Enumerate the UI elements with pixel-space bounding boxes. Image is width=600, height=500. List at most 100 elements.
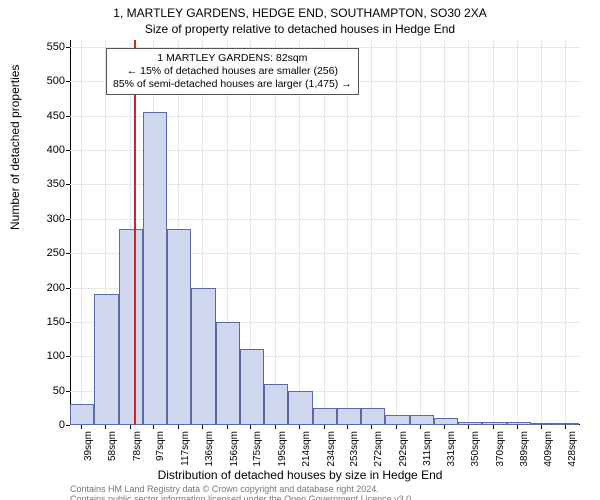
annotation-box: 1 MARTLEY GARDENS: 82sqm ← 15% of detach… [106,48,359,95]
gridline-v [468,40,469,425]
x-tick-mark [153,425,154,429]
histogram-bar [482,422,506,425]
x-tick-mark [275,425,276,429]
annotation-line1: 1 MARTLEY GARDENS: 82sqm [113,52,352,65]
y-tick-mark [66,253,70,254]
y-tick-mark [66,219,70,220]
gridline-v [493,40,494,425]
x-tick-mark [105,425,106,429]
x-tick-mark [202,425,203,429]
histogram-bar [264,384,288,425]
histogram-bar [531,423,555,425]
chart-title-line2: Size of property relative to detached ho… [0,22,600,36]
gridline-v [299,40,300,425]
gridline-v [371,40,372,425]
histogram-bar [288,391,312,425]
x-tick-label: 136sqm [204,431,215,471]
y-tick-mark [66,47,70,48]
y-tick-label: 0 [25,419,65,431]
x-tick-mark [227,425,228,429]
gridline-v [420,40,421,425]
y-axis-label: Number of detached properties [8,65,22,230]
y-tick-mark [66,150,70,151]
chart-title-line1: 1, MARTLEY GARDENS, HEDGE END, SOUTHAMPT… [0,6,600,20]
x-tick-label: 370sqm [495,431,506,471]
x-tick-mark [371,425,372,429]
x-tick-label: 253sqm [349,431,360,471]
gridline-v [275,40,276,425]
x-tick-mark [468,425,469,429]
y-tick-mark [66,391,70,392]
histogram-bar [143,112,167,425]
x-tick-mark [565,425,566,429]
x-tick-mark [444,425,445,429]
histogram-bar [507,422,531,425]
credit-line1: Contains HM Land Registry data © Crown c… [70,484,379,494]
x-tick-label: 389sqm [519,431,530,471]
y-tick-mark [66,288,70,289]
x-tick-label: 214sqm [301,431,312,471]
histogram-bar [94,294,118,425]
y-tick-label: 450 [25,110,65,122]
credit-line2: Contains public sector information licen… [70,494,414,500]
histogram-bar [385,415,409,425]
x-tick-label: 97sqm [155,431,166,471]
histogram-bar [410,415,434,425]
y-tick-label: 350 [25,178,65,190]
y-tick-label: 150 [25,316,65,328]
y-tick-mark [66,81,70,82]
y-tick-label: 300 [25,213,65,225]
x-tick-label: 195sqm [277,431,288,471]
y-tick-mark [66,116,70,117]
x-tick-mark [178,425,179,429]
y-tick-label: 550 [25,41,65,53]
y-tick-mark [66,184,70,185]
gridline-v [541,40,542,425]
x-tick-label: 311sqm [422,431,433,471]
x-tick-mark [250,425,251,429]
x-tick-label: 428sqm [567,431,578,471]
x-tick-label: 331sqm [446,431,457,471]
gridline-v [444,40,445,425]
annotation-line3: 85% of semi-detached houses are larger (… [113,78,352,91]
y-tick-label: 400 [25,144,65,156]
x-tick-mark [347,425,348,429]
x-tick-label: 175sqm [252,431,263,471]
y-tick-label: 250 [25,247,65,259]
gridline-v [81,40,82,425]
histogram-bar [555,423,579,425]
histogram-bar [337,408,361,425]
histogram-bar [434,418,458,425]
reference-line [134,40,136,425]
histogram-bar [240,349,264,425]
x-tick-label: 58sqm [107,431,118,471]
gridline-v [517,40,518,425]
y-tick-mark [66,356,70,357]
x-tick-label: 156sqm [229,431,240,471]
histogram-bar [313,408,337,425]
y-axis-line [70,40,71,425]
y-tick-label: 200 [25,282,65,294]
x-tick-mark [324,425,325,429]
x-tick-mark [299,425,300,429]
y-tick-mark [66,425,70,426]
gridline-v [324,40,325,425]
x-tick-label: 234sqm [326,431,337,471]
y-tick-label: 500 [25,75,65,87]
gridline-v [347,40,348,425]
x-tick-mark [420,425,421,429]
x-tick-mark [493,425,494,429]
histogram-bar [70,404,94,425]
x-tick-mark [81,425,82,429]
x-tick-label: 39sqm [83,431,94,471]
histogram-bar [191,288,215,426]
annotation-line2: ← 15% of detached houses are smaller (25… [113,65,352,78]
x-tick-mark [517,425,518,429]
plot-area [70,40,580,425]
y-tick-label: 100 [25,350,65,362]
x-tick-label: 292sqm [398,431,409,471]
y-tick-label: 50 [25,385,65,397]
gridline-v [565,40,566,425]
gridline-v [396,40,397,425]
x-tick-label: 117sqm [180,431,191,471]
